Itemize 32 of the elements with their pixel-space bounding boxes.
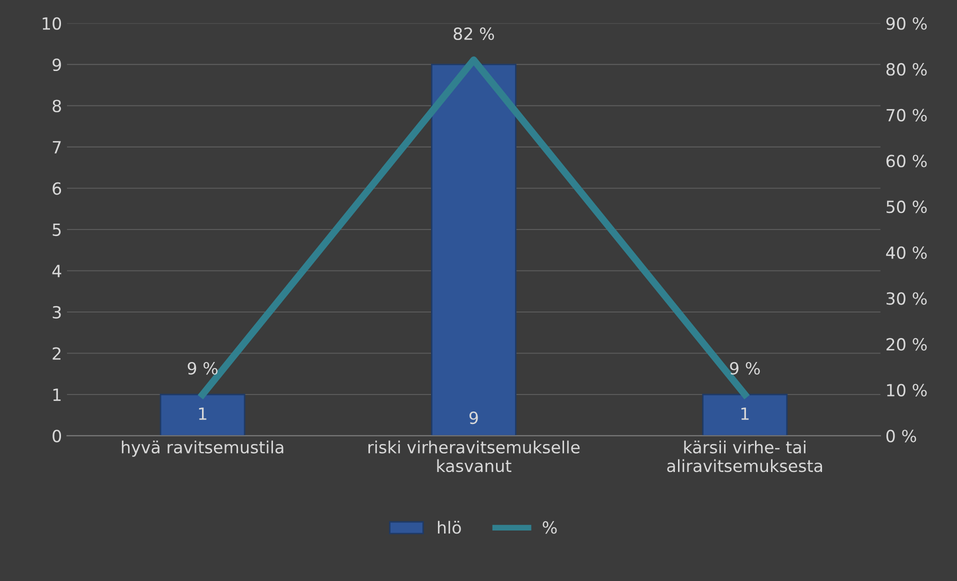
y-tick-label: 2 [52,347,60,360]
data-label: 9 [469,411,478,424]
y-tick-label: 5 [52,224,61,236]
y-tick-label: 8 [52,100,61,112]
y-tick-label: 4 [52,264,62,278]
data-label: 1 [199,408,206,420]
y-tick-label: 7 [52,141,61,154]
x-tick-label: hyvä ravitsemustila [122,440,284,457]
y-tick-label: 6 [52,182,62,195]
data-label: 9 % [188,362,218,375]
y-tick-label: 0 [52,430,62,442]
y2-tick-label: 40 % [886,246,927,259]
y-tick-label: 9 [52,58,61,72]
y2-tick-label: 0 % [886,430,916,442]
y2-tick-label: 90 % [886,17,927,30]
y-tick-label: 10 [42,17,62,30]
y-tick-label: 1 [53,388,61,401]
x-tick-label: riski virheravitsemukselle kasvanut [368,440,580,472]
data-label: 82 % [454,27,494,40]
y2-tick-label: 70 % [886,108,927,122]
y2-tick-label: 10 % [887,384,927,396]
legend-label: hlö [438,520,461,534]
y2-tick-label: 30 % [886,292,927,305]
y2-tick-label: 20 % [886,338,927,351]
data-label: 1 [741,408,749,420]
y2-tick-label: 80 % [886,63,927,76]
y2-tick-label: 50 % [886,200,927,214]
data-label: 9 % [730,362,760,375]
x-tick-label: kärsii virhe- tai aliravitsemuksesta [667,440,822,472]
y-tick-label: 3 [52,306,61,319]
legend-label: % [542,521,557,534]
y2-tick-label: 60 % [886,154,927,168]
